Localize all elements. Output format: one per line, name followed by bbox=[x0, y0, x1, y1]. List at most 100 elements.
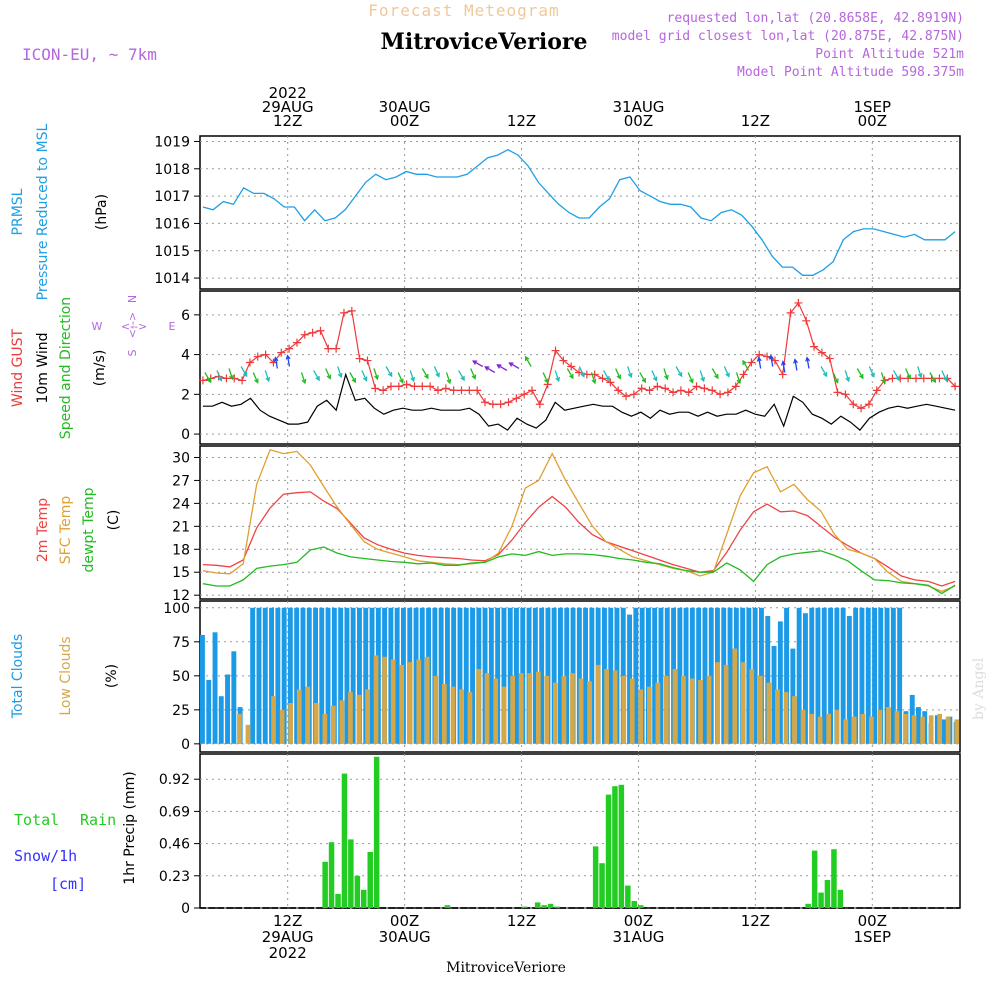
gust-marker bbox=[763, 352, 772, 361]
temp-panel-frame bbox=[199, 445, 961, 600]
wind-direction-arrow bbox=[566, 368, 574, 379]
wind-direction-arrow bbox=[542, 372, 549, 383]
gust-marker bbox=[723, 388, 732, 397]
gust-marker bbox=[222, 374, 231, 383]
wind-y-tick-label: 2 bbox=[181, 387, 190, 403]
wind-arrow-head bbox=[822, 372, 828, 378]
wind-direction-arrow bbox=[373, 368, 379, 380]
low-cloud-bar bbox=[467, 692, 473, 744]
wind-direction-arrow bbox=[651, 370, 657, 381]
pressure-y-tick-label: 1019 bbox=[154, 134, 190, 150]
bottom-time-label: 1SEP bbox=[854, 928, 892, 946]
gust-marker bbox=[684, 388, 693, 397]
bottom-time-label: 12Z bbox=[273, 912, 302, 930]
gust-marker bbox=[645, 386, 654, 395]
total-cloud-bar bbox=[300, 607, 306, 744]
total-cloud-bar bbox=[627, 614, 632, 744]
wind-arrow-head bbox=[285, 354, 291, 360]
top-time-label: 31AUG bbox=[612, 98, 664, 116]
gust-line bbox=[202, 301, 956, 409]
wind-direction-arrow bbox=[286, 355, 291, 367]
gust-marker bbox=[606, 378, 615, 387]
total-cloud-bar bbox=[275, 607, 281, 744]
low-cloud-bar bbox=[331, 705, 336, 744]
wind-arrow-head bbox=[768, 354, 774, 360]
wind-direction-arrow bbox=[497, 364, 508, 372]
wind-direction-arrow bbox=[228, 368, 234, 380]
gust-marker bbox=[457, 386, 466, 395]
total-cloud-bar bbox=[696, 607, 702, 744]
wind-arrow-head bbox=[351, 377, 357, 384]
low-cloud-bar bbox=[356, 694, 362, 744]
total-cloud-bar bbox=[608, 607, 614, 744]
total-cloud-bar bbox=[256, 607, 262, 744]
wind-direction-arrow bbox=[470, 368, 476, 379]
gust-marker bbox=[794, 298, 803, 307]
low-cloud-bar bbox=[834, 709, 840, 744]
total-cloud-bar bbox=[859, 607, 865, 744]
low-cloud-bar bbox=[851, 716, 857, 744]
wind-direction-arrow bbox=[770, 355, 774, 367]
top-time-label: 2022 bbox=[269, 84, 307, 102]
total-cloud-bar bbox=[803, 613, 808, 744]
total-cloud-bar bbox=[897, 607, 903, 744]
gust-marker bbox=[512, 394, 521, 403]
wind-direction-arrow bbox=[941, 370, 947, 381]
top-time-label: 12Z bbox=[741, 112, 770, 130]
total-cloud-bar bbox=[369, 607, 375, 744]
wind-arrow-head bbox=[544, 378, 549, 384]
low-cloud-bar bbox=[536, 671, 541, 744]
low-cloud-bar bbox=[860, 713, 866, 744]
wind-direction-arrow bbox=[603, 370, 610, 381]
total-cloud-bar bbox=[658, 607, 664, 744]
total-cloud-bar bbox=[702, 607, 708, 744]
low-cloud-bar bbox=[723, 664, 729, 744]
rain-bar bbox=[554, 906, 560, 908]
low-cloud-bar bbox=[783, 692, 789, 744]
gust-marker bbox=[716, 390, 725, 399]
gust-marker bbox=[802, 316, 811, 325]
gust-marker bbox=[379, 386, 388, 395]
total-cloud-bar bbox=[331, 607, 337, 744]
wind-direction-arrow bbox=[880, 372, 886, 384]
total-cloud-bar bbox=[287, 607, 293, 744]
wind-arrow-head bbox=[569, 374, 574, 380]
precip-cm-label: [cm] bbox=[50, 875, 86, 893]
wind-direction-arrow bbox=[445, 372, 451, 384]
low-cloud-bar bbox=[655, 682, 661, 744]
gust-marker bbox=[245, 358, 254, 367]
wind-direction-arrow bbox=[675, 366, 683, 377]
gust-marker bbox=[535, 400, 544, 409]
low-cloud-bar bbox=[313, 703, 319, 744]
bottom-time-label: 29AUG bbox=[262, 928, 314, 946]
wind-arrow-head bbox=[736, 378, 742, 385]
wind-arrow-head bbox=[906, 374, 912, 380]
wind-direction-arrow bbox=[472, 360, 484, 368]
wind-direction-arrow bbox=[590, 372, 596, 384]
total-cloud-bar bbox=[413, 607, 419, 744]
total-cloud-bar bbox=[916, 707, 921, 744]
wind-direction-arrow bbox=[820, 366, 828, 377]
low-cloud-bar bbox=[629, 678, 635, 744]
total-cloud-bar bbox=[652, 607, 658, 744]
gust-marker bbox=[308, 328, 317, 337]
gust-marker bbox=[653, 382, 662, 391]
top-time-label: 30AUG bbox=[379, 98, 431, 116]
wind-direction-arrow bbox=[699, 370, 705, 382]
gust-marker bbox=[567, 362, 576, 371]
gust-marker bbox=[410, 382, 419, 391]
low-cloud-bar bbox=[843, 719, 849, 744]
location-title: MitroviceVeriore bbox=[381, 29, 588, 55]
gust-marker bbox=[481, 398, 489, 407]
wind-arrow-head bbox=[424, 374, 429, 380]
low-cloud-bar bbox=[288, 703, 293, 744]
wind-arrow-head bbox=[689, 378, 694, 384]
total-cloud-bar bbox=[532, 607, 538, 744]
top-time-label: 12Z bbox=[507, 112, 536, 130]
rain-bar bbox=[612, 786, 618, 908]
total-cloud-bar bbox=[727, 607, 733, 744]
gust-marker bbox=[488, 400, 497, 409]
low-cloud-bar bbox=[339, 700, 345, 744]
gust-marker bbox=[426, 382, 435, 391]
wind-arrow-head bbox=[931, 377, 936, 384]
